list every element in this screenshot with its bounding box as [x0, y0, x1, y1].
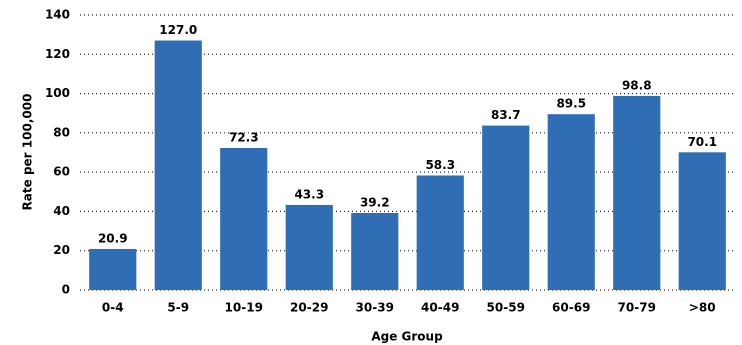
y-tick-label: 20	[53, 243, 70, 257]
y-tick-label: 140	[45, 8, 70, 22]
x-tick-label: 30-39	[356, 301, 394, 315]
x-tick-label: 70-79	[618, 301, 656, 315]
bar	[482, 125, 530, 290]
bar	[351, 213, 399, 290]
y-tick-label: 40	[53, 204, 70, 218]
value-label: 20.9	[98, 231, 128, 245]
value-label: 70.1	[687, 135, 717, 149]
value-label: 127.0	[159, 23, 197, 37]
y-tick-label: 120	[45, 47, 70, 61]
bar	[154, 40, 202, 291]
value-label: 72.3	[229, 130, 259, 144]
y-axis-title: Rate per 100,000	[21, 94, 35, 211]
value-label: 58.3	[425, 158, 455, 172]
x-tick-label: 10-19	[225, 301, 263, 315]
value-label: 39.2	[360, 196, 390, 210]
value-label: 89.5	[556, 97, 586, 111]
x-tick-label: 5-9	[167, 301, 189, 315]
bar	[416, 175, 464, 290]
bar	[547, 114, 595, 290]
x-tick-label: 40-49	[421, 301, 459, 315]
value-label: 98.8	[622, 78, 652, 92]
bar	[89, 248, 137, 290]
value-label: 43.3	[294, 187, 324, 201]
x-tick-label: >80	[689, 301, 716, 315]
bar	[613, 95, 661, 290]
x-tick-label: 60-69	[552, 301, 590, 315]
y-tick-label: 60	[53, 165, 70, 179]
value-label: 83.7	[491, 108, 521, 122]
y-tick-label: 100	[45, 86, 70, 100]
bar	[285, 204, 333, 290]
y-tick-label: 0	[62, 283, 70, 297]
bar	[678, 152, 726, 290]
x-tick-label: 50-59	[487, 301, 525, 315]
bar	[220, 147, 268, 290]
x-tick-label: 20-29	[290, 301, 328, 315]
y-tick-label: 80	[53, 125, 70, 139]
x-axis-title: Age Group	[371, 330, 443, 344]
x-tick-label: 0-4	[102, 301, 124, 315]
